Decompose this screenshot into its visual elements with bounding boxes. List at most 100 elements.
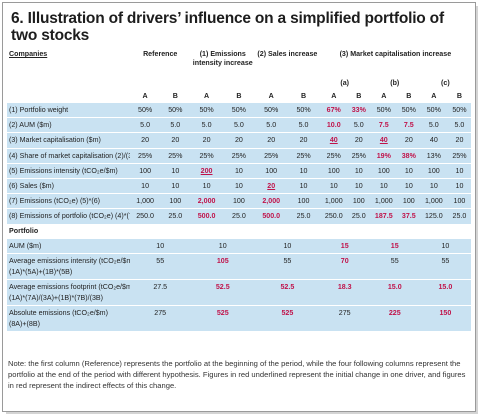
table-cell: 150 bbox=[419, 305, 471, 331]
table-row: (8) Emissions of portfolio (tCO₂e) (4)*(… bbox=[7, 208, 471, 224]
table-cell: 10 bbox=[160, 177, 191, 194]
table-cell: 5.0 bbox=[222, 117, 256, 133]
table-cell: 10 bbox=[190, 177, 223, 194]
table-row: (7) Emissions (tCO₂e) (5)*(6) 1,000 100 2,0… bbox=[7, 193, 471, 209]
table-cell: 25.0 bbox=[222, 208, 256, 224]
table-cell: 50% bbox=[447, 101, 471, 118]
table-cell: 20 bbox=[397, 132, 420, 149]
table-cell: 50% bbox=[397, 101, 420, 118]
table-cell: 19% bbox=[369, 147, 398, 164]
table-cell: 25% bbox=[130, 147, 161, 164]
portfolio-row-label: Absolute emissions (tCO₂e/$m) (8A)+(8B) bbox=[7, 305, 130, 331]
table-cell: 20 bbox=[190, 132, 223, 149]
portfolio-label-formula: (8A)+(8B) bbox=[9, 319, 40, 328]
table-cell: 15.0 bbox=[419, 279, 471, 306]
table-cell: 52.5 bbox=[255, 279, 320, 306]
table-cell: 200 bbox=[190, 162, 223, 179]
table-cell: 20 bbox=[287, 132, 320, 149]
table-cell: 52.5 bbox=[190, 279, 256, 306]
table-cell: 100 bbox=[255, 162, 288, 179]
table-cell: 525 bbox=[255, 305, 320, 331]
table-cell: 50% bbox=[255, 101, 288, 118]
table-cell: 10 bbox=[222, 162, 256, 179]
table-cell: 1,000 bbox=[419, 193, 448, 209]
table-cell: 20 bbox=[347, 132, 370, 149]
table-cell: 500.0 bbox=[190, 208, 223, 224]
table-cell: 20 bbox=[160, 132, 191, 149]
table-cell: 10 bbox=[369, 177, 398, 194]
column-letter-b: B bbox=[447, 89, 471, 103]
column-letter-a: A bbox=[369, 89, 398, 103]
table-cell: 15.0 bbox=[369, 279, 420, 306]
table-cell: 10 bbox=[447, 162, 471, 179]
table-cell: 525 bbox=[190, 305, 256, 331]
table-cell: 20 bbox=[447, 132, 471, 149]
table-cell: 38% bbox=[397, 147, 420, 164]
table-cell: 275 bbox=[319, 305, 370, 331]
header-sales-increase: (2) Sales increase bbox=[255, 50, 320, 76]
table-cell: 10 bbox=[419, 177, 448, 194]
table-cell: 50% bbox=[369, 101, 398, 118]
table-cell: 25.0 bbox=[160, 208, 191, 224]
table-cell: 125.0 bbox=[419, 208, 448, 224]
portfolio-row: Absolute emissions (tCO₂e/$m) (8A)+(8B) 27… bbox=[7, 305, 471, 331]
table-cell: 67% bbox=[319, 101, 348, 118]
table-cell: 10 bbox=[130, 237, 191, 254]
table-cell: 37.5 bbox=[397, 208, 420, 224]
table-cell: 1,000 bbox=[130, 193, 161, 209]
table-cell: 40 bbox=[419, 132, 448, 149]
table-cell: 25% bbox=[447, 147, 471, 164]
header-companies: Companies bbox=[7, 50, 130, 76]
table-cell: 100 bbox=[160, 193, 191, 209]
portfolio-label-main: Average emissions footprint (tCO₂e/$m) bbox=[9, 283, 130, 291]
table-cell: 5.0 bbox=[130, 117, 161, 133]
table-cell: 50% bbox=[287, 101, 320, 118]
table-cell: 250.0 bbox=[130, 208, 161, 224]
table-cell: 50% bbox=[222, 101, 256, 118]
table-cell: 10 bbox=[287, 177, 320, 194]
portfolio-row: AUM ($m) 10 10 10 15 15 10 bbox=[7, 237, 471, 254]
column-letter-a: A bbox=[319, 89, 348, 103]
table-cell: 10 bbox=[347, 177, 370, 194]
table-cell: 50% bbox=[130, 101, 161, 118]
table-cell: 15 bbox=[319, 237, 370, 254]
column-letter-a: A bbox=[130, 89, 161, 103]
portfolio-label-main: AUM ($m) bbox=[9, 241, 42, 250]
table-cell: 40 bbox=[319, 132, 348, 149]
portfolio-row-label: Average emissions intensity (tCO₂e/$m) (1… bbox=[7, 253, 130, 280]
table-cell: 27.5 bbox=[130, 279, 191, 306]
header-reference: Reference bbox=[130, 50, 191, 76]
table-cell: 187.5 bbox=[369, 208, 398, 224]
table-cell: 40 bbox=[369, 132, 398, 149]
table-cell: 55 bbox=[369, 253, 420, 280]
table-cell: 100 bbox=[287, 193, 320, 209]
portfolio-row: Average emissions intensity (tCO₂e/$m) (1… bbox=[7, 253, 471, 280]
table-cell: 1,000 bbox=[319, 193, 348, 209]
table-cell: 25% bbox=[190, 147, 223, 164]
figure-title: 6. Illustration of drivers’ influence on… bbox=[11, 10, 444, 44]
table-cell: 7.5 bbox=[369, 117, 398, 133]
table-cell: 10 bbox=[222, 177, 256, 194]
table-cell: 100 bbox=[397, 193, 420, 209]
table-row: (1) Portfolio weight 50% 50% 50% 50% 50% 50% 67… bbox=[7, 101, 471, 118]
table-cell: 1,000 bbox=[369, 193, 398, 209]
table-row: (2) AUM ($m) 5.0 5.0 5.0 5.0 5.0 5.0 10.0 5.0 7.5… bbox=[7, 117, 471, 133]
table-cell: 55 bbox=[255, 253, 320, 280]
column-letter-a: A bbox=[255, 89, 288, 103]
portfolio-section-row: Portfolio bbox=[7, 223, 471, 238]
table-cell: 15 bbox=[369, 237, 420, 254]
table-cell: 10 bbox=[190, 237, 256, 254]
table-cell: 225 bbox=[369, 305, 420, 331]
table-row: (4) Share of market capitalisation (2)/(… bbox=[7, 147, 471, 164]
row-label: (7) Emissions (tCO₂e) (5)*(6) bbox=[7, 193, 130, 209]
table-cell: 5.0 bbox=[190, 117, 223, 133]
row-label: (1) Portfolio weight bbox=[7, 101, 130, 118]
sub-header-c: (c) bbox=[419, 76, 471, 89]
portfolio-row-label: AUM ($m) bbox=[7, 237, 130, 254]
sub-header-a: (a) bbox=[319, 76, 370, 89]
table-cell: 10 bbox=[397, 162, 420, 179]
table-cell: 10 bbox=[397, 177, 420, 194]
footnote: Note: the first column (Reference) repre… bbox=[8, 359, 466, 390]
table-cell: 50% bbox=[190, 101, 223, 118]
column-letter-b: B bbox=[397, 89, 420, 103]
